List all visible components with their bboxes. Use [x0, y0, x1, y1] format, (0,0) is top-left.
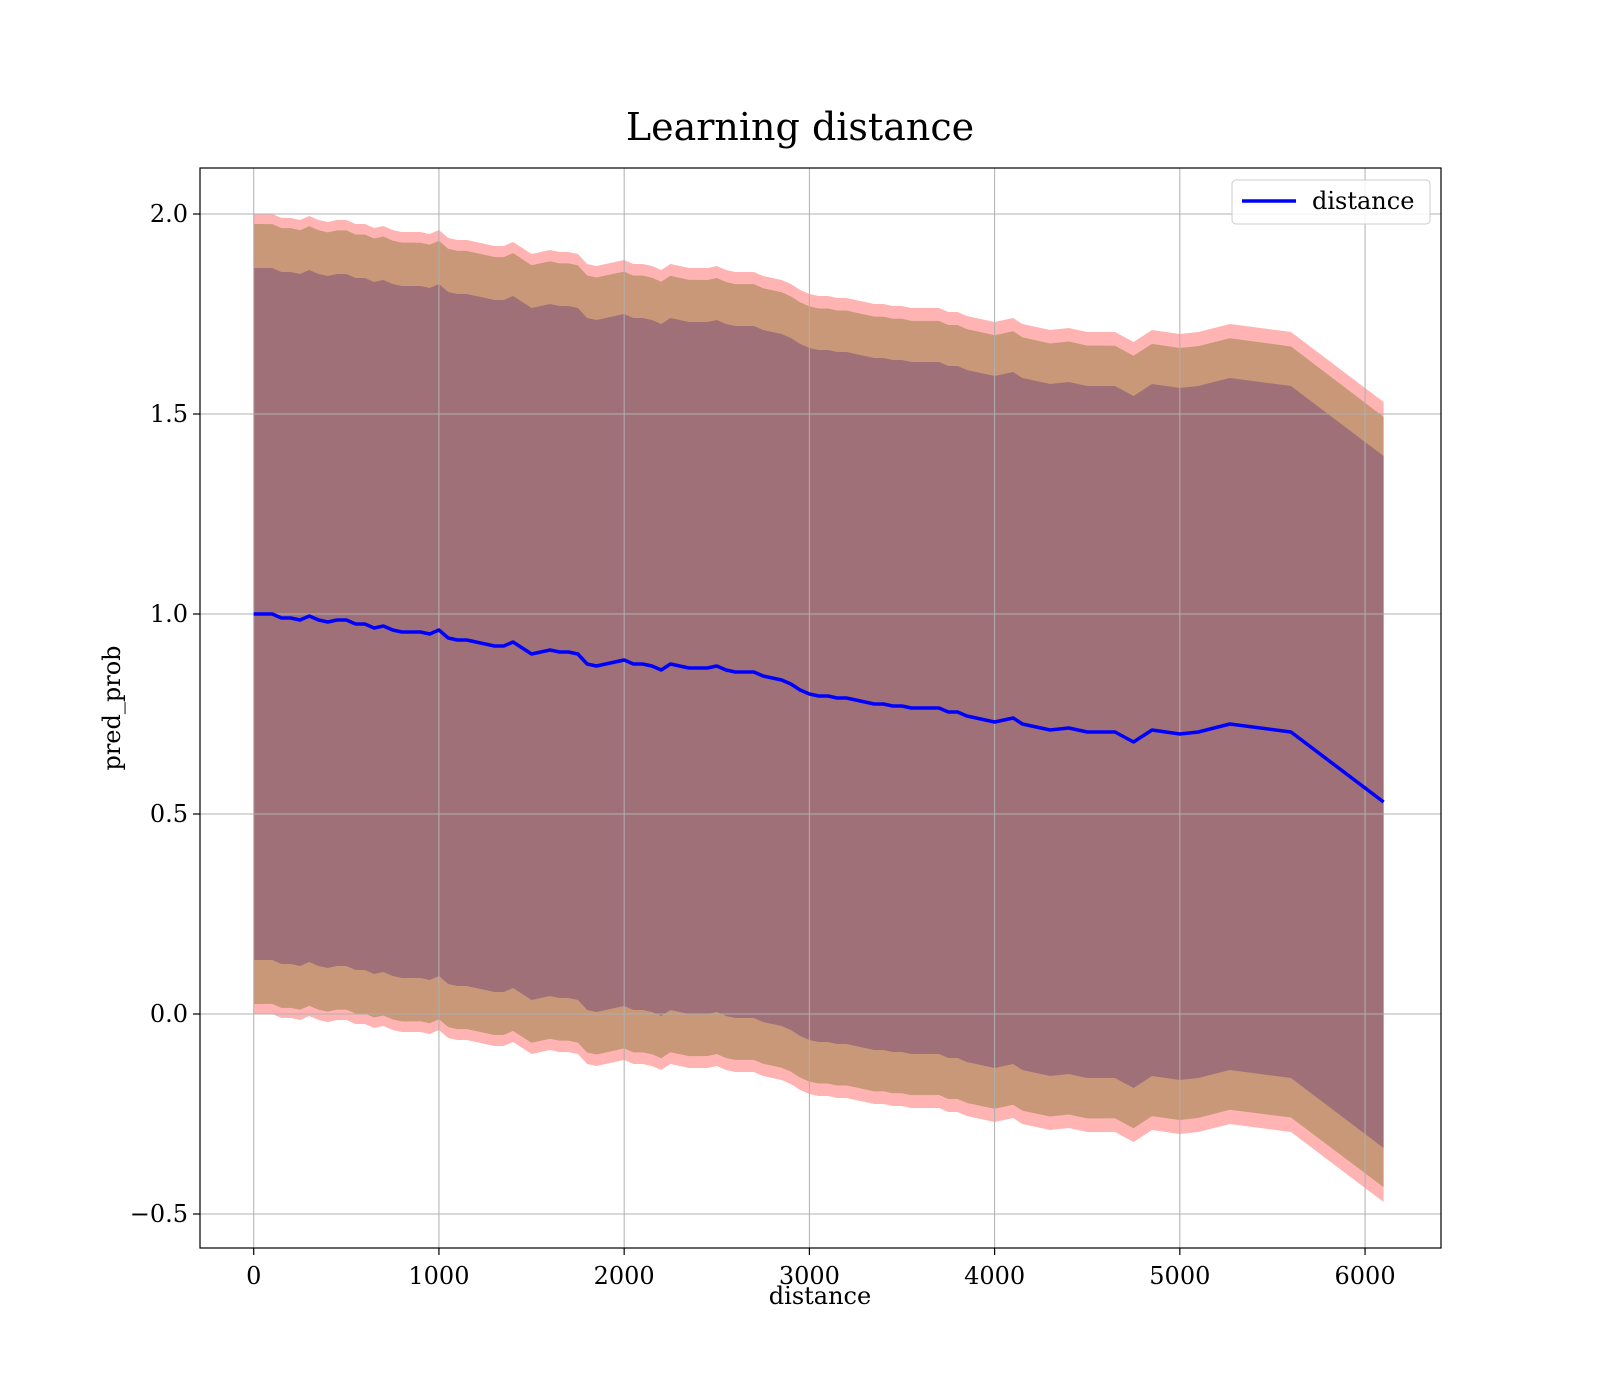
x-tick-label: 6000 — [1335, 1262, 1396, 1290]
legend-label-distance: distance — [1312, 187, 1414, 215]
legend-box — [1231, 179, 1431, 225]
x-tick-label: 3000 — [779, 1262, 840, 1290]
y-axis-label: pred_prob — [98, 645, 126, 770]
band-inner — [253, 268, 1384, 1148]
y-axis: −0.5 0.0 0.5 1.0 1.5 2.0 — [130, 200, 200, 1228]
line-layer — [253, 612, 1385, 804]
x-tick-label: 0 — [246, 1262, 261, 1290]
x-tick-label: 4000 — [964, 1262, 1025, 1290]
x-axis-label: distance — [769, 1282, 871, 1310]
confidence-bands — [253, 214, 1384, 1202]
chart-title: Learning distance — [626, 105, 974, 149]
y-tick-label: 0.5 — [150, 800, 188, 828]
y-tick-label: 0.0 — [150, 1000, 188, 1028]
series-line-distance — [253, 612, 1385, 804]
y-tick-label: −0.5 — [130, 1200, 188, 1228]
x-tick-label: 1000 — [408, 1262, 469, 1290]
x-tick-label: 2000 — [594, 1262, 655, 1290]
y-tick-label: 2.0 — [150, 200, 188, 228]
x-axis: 0 1000 2000 3000 4000 5000 6000 — [246, 1248, 1396, 1290]
x-tick-label: 5000 — [1149, 1262, 1210, 1290]
plot-area — [199, 167, 1442, 1249]
y-tick-label: 1.0 — [150, 600, 188, 628]
y-tick-label: 1.5 — [150, 400, 188, 428]
grid — [200, 168, 1441, 1248]
legend: distance — [1231, 179, 1431, 225]
plot-frame — [199, 167, 1442, 1249]
